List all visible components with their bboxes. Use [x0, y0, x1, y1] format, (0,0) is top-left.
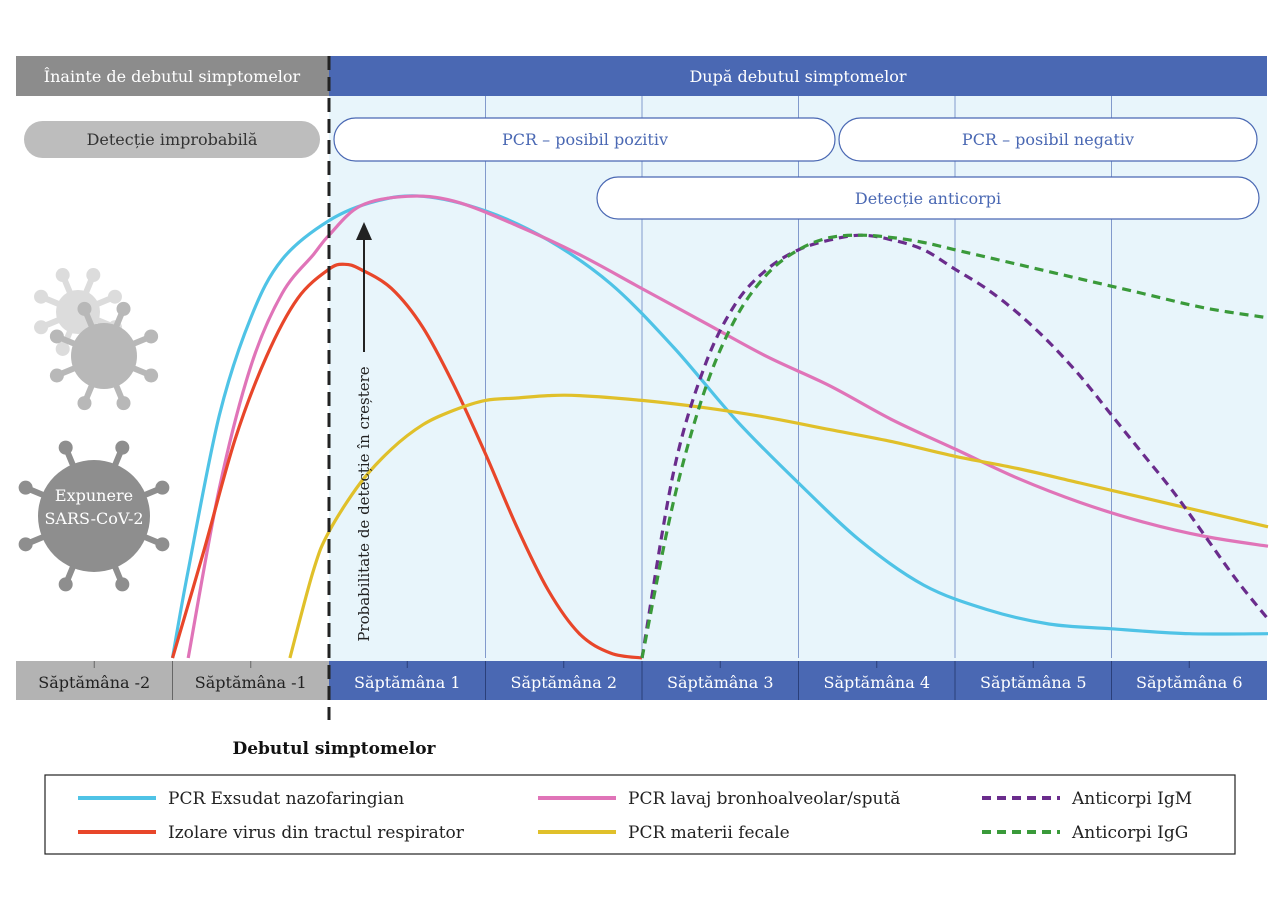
after-onset-header-bar — [329, 56, 1267, 96]
week-tick-label-5: Săptămâna 3 — [667, 673, 774, 692]
pill-detection-improbable-label: Detecție improbabilă — [87, 130, 258, 149]
legend-label-anticorpi-igg: Anticorpi IgG — [1071, 823, 1188, 843]
series-anticorpi-igm — [640, 233, 1270, 659]
pill-detection-improbable — [24, 121, 320, 158]
before-onset-header-label: Înainte de debutul simptomelor — [44, 66, 301, 86]
after-onset-header-label: După debutul simptomelor — [689, 67, 906, 86]
legend-label-pcr-materii-fecale: PCR materii fecale — [628, 823, 790, 843]
series-pcr-lavaj-bronhoalveolar-sputa — [186, 194, 1269, 659]
pill-pcr-positive — [333, 117, 836, 162]
series-layer — [170, 194, 1270, 660]
series-izolare-virus-din-tractul-respirator — [170, 262, 643, 660]
pill-pcr-positive-label: PCR – posibil pozitiv — [502, 130, 668, 149]
week-tick-label-7: Săptămâna 5 — [980, 673, 1087, 692]
virus-light-icon — [34, 268, 159, 411]
legend-label-izolare-virus-din-tractul-respirator: Izolare virus din tractul respirator — [168, 823, 465, 843]
virus-exposure-label-line2: SARS-CoV-2 — [44, 509, 143, 528]
symptom-onset-label: Debutul simptomelor — [232, 739, 436, 759]
week-tick-label-6: Săptămâna 4 — [823, 673, 930, 692]
arrow-head-icon — [356, 222, 372, 240]
detection-probability-label: Probabilitate de detecție în creștere — [355, 366, 373, 641]
week-tick-label-2: Săptămâna -1 — [195, 673, 307, 692]
virus-exposure-label-line1: Expunere — [55, 486, 133, 505]
before-onset-header-bar — [16, 56, 329, 96]
series-anticorpi-igg — [640, 233, 1269, 659]
pill-antibody-detection — [596, 176, 1260, 220]
week-tick-label-4: Săptămâna 2 — [510, 673, 617, 692]
pill-pcr-negative-label: PCR – posibil negativ — [962, 130, 1134, 149]
legend-label-pcr-exsudat-nazofaringian: PCR Exsudat nazofaringian — [168, 789, 404, 809]
week-tick-label-8: Săptămâna 6 — [1136, 673, 1243, 692]
virus-exposure-icon — [18, 440, 170, 592]
week-axis: Săptămâna -2 Săptămâna -1 Săptămâna 1 Săptă… — [16, 661, 1267, 700]
legend-box — [44, 774, 1236, 855]
series-pcr-exsudat-nazofaringian — [170, 194, 1269, 659]
legend: PCR Exsudat nazofaringian PCR lavaj bronh… — [78, 789, 1192, 843]
legend-label-anticorpi-igm: Anticorpi IgM — [1071, 789, 1192, 809]
week-tick-label-3: Săptămâna 1 — [354, 673, 461, 692]
legend-label-pcr-lavaj-bronhoalveolar-sputa: PCR lavaj bronhoalveolar/spută — [628, 789, 900, 809]
pill-pcr-negative — [838, 117, 1258, 162]
pill-antibody-detection-label: Detecție anticorpi — [855, 189, 1001, 208]
week-tick-label-1: Săptămâna -2 — [38, 673, 150, 692]
series-pcr-materii-fecale — [288, 393, 1269, 659]
